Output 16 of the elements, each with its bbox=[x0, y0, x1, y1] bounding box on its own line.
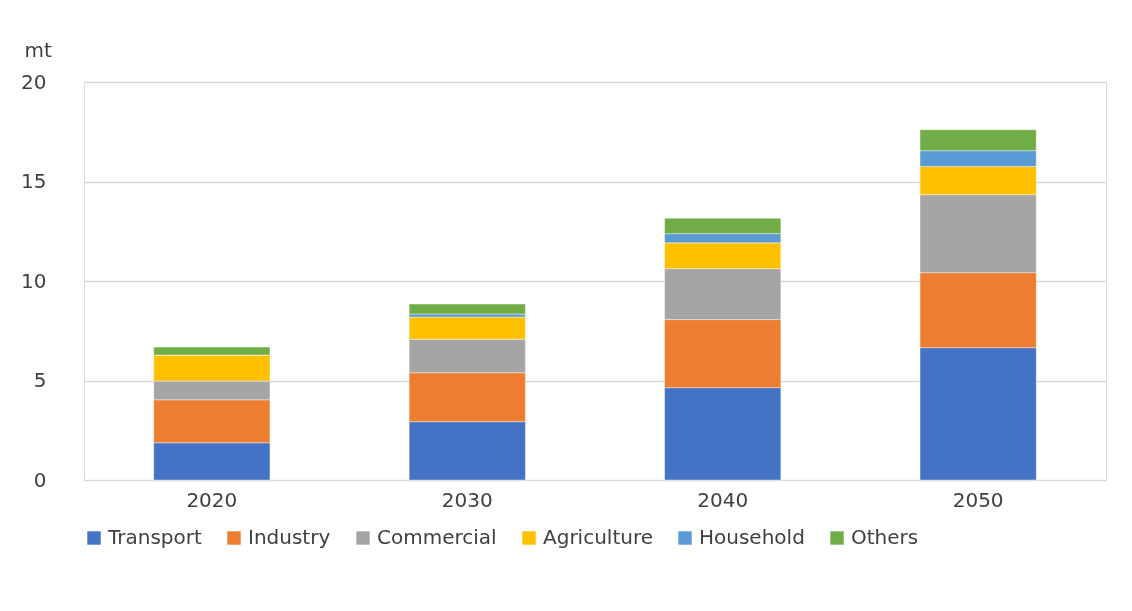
y-axis-title: mt bbox=[24, 37, 52, 62]
y-tick-label: 20 bbox=[21, 69, 47, 94]
legend-label: Industry bbox=[248, 525, 331, 549]
legend-label: Transport bbox=[107, 525, 203, 549]
legend-label: Commercial bbox=[377, 525, 497, 549]
legend-label: Household bbox=[699, 525, 805, 549]
y-tick-label: 10 bbox=[21, 268, 47, 293]
legend-label: Agriculture bbox=[543, 525, 653, 549]
y-tick-label: 0 bbox=[33, 467, 47, 492]
x-tick-label: 2050 bbox=[952, 487, 1004, 512]
y-tick-label: 5 bbox=[33, 368, 47, 392]
x-tick-label: 2020 bbox=[186, 487, 238, 512]
x-tick-label: 2030 bbox=[441, 487, 493, 512]
x-tick-label: 2040 bbox=[697, 487, 749, 512]
y-tick-label: 15 bbox=[21, 169, 47, 193]
legend-label: Others bbox=[851, 525, 919, 549]
